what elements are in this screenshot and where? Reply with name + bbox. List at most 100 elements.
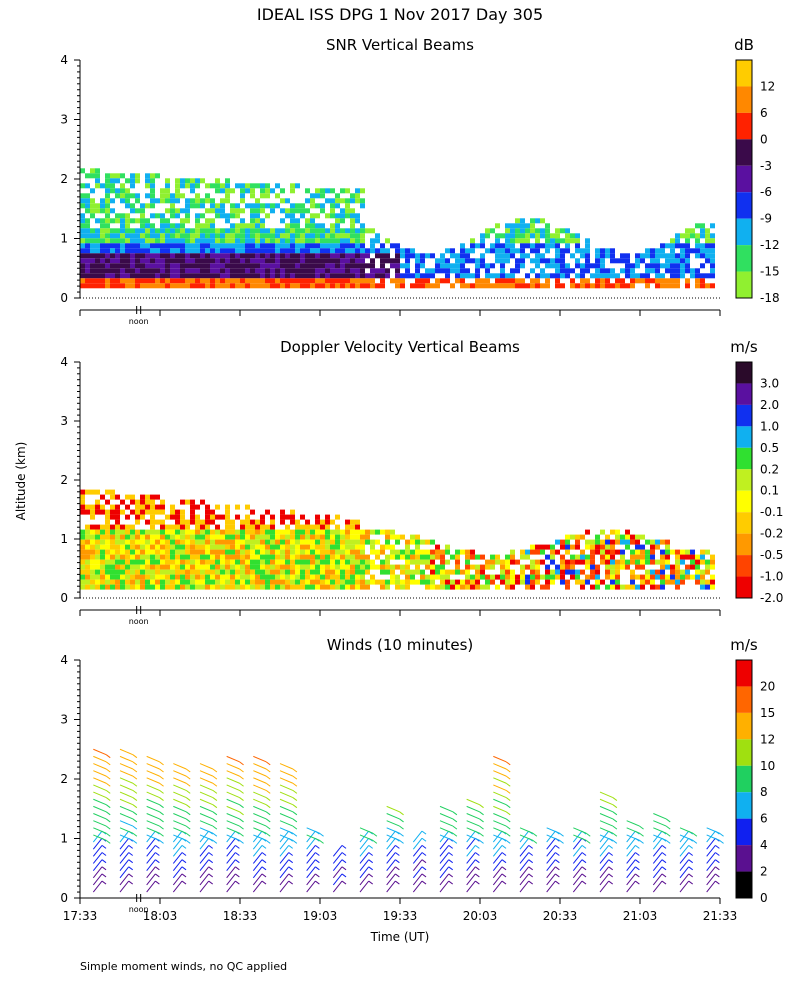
heatmap-cell [280,514,285,520]
heatmap-cell [125,198,130,204]
colorbar-segment [736,426,752,448]
heatmap-cell [115,554,120,560]
x-tick-label: 17:33 [63,909,98,923]
heatmap-cell [210,519,215,525]
heatmap-cell [625,263,630,269]
heatmap-cell [585,253,590,259]
wind-barb-flag [132,839,138,844]
heatmap-cell [155,283,160,289]
heatmap-cell [330,539,335,545]
heatmap-cell [90,544,95,550]
heatmap-cell [615,549,620,555]
heatmap-cell [215,258,220,264]
heatmap-cell [205,268,210,274]
y-tick-label: 1 [60,232,68,246]
heatmap-cell [670,574,675,580]
heatmap-cell [130,569,135,575]
heatmap-cell [420,273,425,279]
wind-barb-flag [555,844,560,849]
colorbar-label: -1.0 [760,570,783,584]
heatmap-cell [410,549,415,555]
heatmap-cell [335,278,340,284]
wind-barb [92,837,103,850]
heatmap-cell [375,564,380,570]
heatmap-cell [465,273,470,279]
heatmap-cell [350,193,355,199]
heatmap-cell [150,213,155,219]
wind-barb-flag [101,880,107,885]
heatmap-cell [305,554,310,560]
heatmap-cell [455,564,460,570]
heatmap-cell [580,554,585,560]
wind-barb [146,845,156,857]
heatmap-cell [180,218,185,224]
wind-barb [226,805,240,813]
heatmap-cell [385,544,390,550]
heatmap-cell [350,524,355,530]
heatmap-cell [190,283,195,289]
heatmap-cell [185,258,190,264]
heatmap-cell [430,559,435,565]
heatmap-cell [310,524,315,530]
heatmap-cell [465,248,470,254]
wind-barb [199,852,210,864]
wind-barb-flag [719,832,724,837]
heatmap-cell [355,258,360,264]
wind-barb [92,852,103,864]
heatmap-cell [345,188,350,194]
heatmap-cell [195,243,200,249]
heatmap-cell [125,564,130,570]
heatmap-cell [445,263,450,269]
heatmap-cell [635,258,640,264]
heatmap-cell [250,223,255,229]
heatmap-cell [330,278,335,284]
heatmap-cell [315,238,320,244]
heatmap-cell [500,263,505,269]
heatmap-cell [280,519,285,525]
heatmap-cell [135,193,140,199]
heatmap-cell [580,273,585,279]
heatmap-cell [430,554,435,560]
wind-barb-flag [501,873,507,878]
heatmap-cell [200,544,205,550]
wind-barb-flag [368,852,374,856]
wind-barb-flag [479,811,484,816]
heatmap-cell [370,258,375,264]
heatmap-cell [185,243,190,249]
heatmap-cell [605,283,610,289]
heatmap-cell [310,218,315,224]
wind-barb [332,859,343,871]
heatmap-cell [290,579,295,585]
heatmap-cell [190,233,195,239]
heatmap-cell [205,584,210,590]
heatmap-cell [315,514,320,520]
wind-barb-flag [292,839,298,844]
heatmap-cell [190,499,195,505]
heatmap-cell [665,574,670,580]
heatmap-cell [440,574,445,580]
heatmap-cell [335,554,340,560]
wind-barb [412,845,423,857]
heatmap-cell [635,544,640,550]
heatmap-cell [120,499,125,505]
wind-barb-flag [399,818,404,823]
heatmap-cell [540,258,545,264]
heatmap-cell [145,258,150,264]
heatmap-cell [330,574,335,580]
heatmap-cell [325,283,330,289]
wind-barb [279,820,294,827]
wind-barb-flag [288,844,294,849]
heatmap-cell [235,268,240,274]
heatmap-cell [320,253,325,259]
heatmap-cell [260,574,265,580]
heatmap-cell [710,574,715,580]
wind-barb [199,784,214,791]
heatmap-cell [445,579,450,585]
wind-barb-flag [341,866,347,871]
heatmap-cell [330,529,335,535]
heatmap-cell [560,253,565,259]
colorbar-label: -15 [760,265,780,279]
heatmap-cell [220,283,225,289]
heatmap-cell [575,569,580,575]
heatmap-cell [485,584,490,590]
